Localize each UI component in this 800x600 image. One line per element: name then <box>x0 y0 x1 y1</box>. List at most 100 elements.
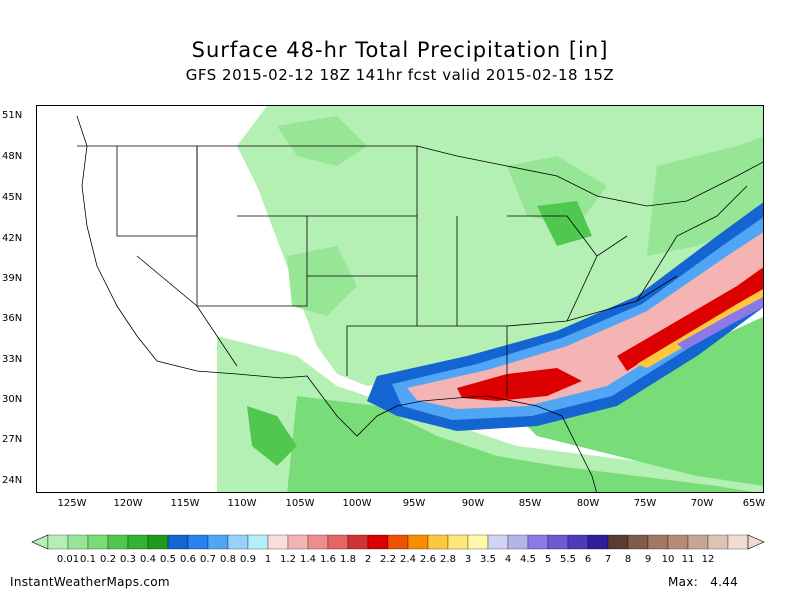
scale-cell <box>667 534 689 550</box>
lon-label-100w: 100W <box>342 498 372 509</box>
scale-cell <box>507 534 529 550</box>
scale-tick-label: 1.2 <box>280 554 296 565</box>
scale-cell <box>607 534 629 550</box>
scale-tick-label: 11 <box>681 554 695 565</box>
scale-tick-label: 0.7 <box>200 554 216 565</box>
scale-cell <box>107 534 129 550</box>
scale-tick-label: 12 <box>701 554 715 565</box>
scale-cell <box>47 534 69 550</box>
max-label: Max: <box>668 575 699 589</box>
map-subtitle: GFS 2015-02-12 18Z 141hr fcst valid 2015… <box>185 66 615 84</box>
scale-cell <box>187 534 209 550</box>
lat-label-27n: 27N <box>2 434 23 445</box>
scale-tick-label: 5.5 <box>560 554 576 565</box>
scale-cell <box>87 534 109 550</box>
scale-tick-label: 0.8 <box>220 554 236 565</box>
scale-tick-label: 9 <box>644 554 652 565</box>
scale-tick-label: 0.3 <box>120 554 136 565</box>
scale-tick-label: 1.4 <box>300 554 316 565</box>
scale-cell <box>167 534 189 550</box>
lon-label-70w: 70W <box>690 498 714 509</box>
scale-cell <box>67 534 89 550</box>
scale-tick-label: 8 <box>624 554 632 565</box>
lon-label-85w: 85W <box>518 498 542 509</box>
scale-tick-label: 6 <box>584 554 592 565</box>
scale-tick-label: 0.9 <box>240 554 256 565</box>
lon-label-105w: 105W <box>285 498 315 509</box>
scale-tick-label: 10 <box>661 554 675 565</box>
scale-tick-label: 1.6 <box>320 554 336 565</box>
scale-cell <box>387 534 409 550</box>
scale-arrow-right <box>747 534 765 550</box>
scale-tick-label: 0.4 <box>140 554 156 565</box>
lon-label-90w: 90W <box>461 498 485 509</box>
scale-cell <box>687 534 709 550</box>
scale-cell <box>367 534 389 550</box>
scale-cell <box>307 534 329 550</box>
scale-tick-label: 2.8 <box>440 554 456 565</box>
lat-label-51n: 51N <box>2 110 23 121</box>
lat-label-42n: 42N <box>2 233 23 244</box>
scale-cell <box>707 534 729 550</box>
scale-cell <box>267 534 289 550</box>
scale-cell <box>467 534 489 550</box>
lon-label-110w: 110W <box>227 498 257 509</box>
scale-cell <box>327 534 349 550</box>
lon-label-65w: 65W <box>742 498 766 509</box>
scale-cell <box>127 534 149 550</box>
lon-label-115w: 115W <box>170 498 200 509</box>
lon-label-120w: 120W <box>113 498 143 509</box>
lat-label-39n: 39N <box>2 273 23 284</box>
scale-tick-label: 4.5 <box>520 554 536 565</box>
scale-cell <box>207 534 229 550</box>
scale-tick-label: 4 <box>504 554 512 565</box>
map-canvas <box>76 106 763 492</box>
scale-cell <box>547 534 569 550</box>
lat-label-33n: 33N <box>2 354 23 365</box>
lon-label-80w: 80W <box>576 498 600 509</box>
scale-tick-label: 1 <box>264 554 272 565</box>
scale-cell <box>727 534 749 550</box>
scale-tick-label: 2.4 <box>400 554 416 565</box>
site-credit: InstantWeatherMaps.com <box>10 575 170 589</box>
lat-label-48n: 48N <box>2 151 23 162</box>
scale-cell <box>627 534 649 550</box>
scale-cell <box>647 534 669 550</box>
precip-heavy-band <box>367 202 763 431</box>
map-title: Surface 48-hr Total Precipitation [in] <box>191 38 609 62</box>
scale-cell <box>587 534 609 550</box>
scale-cell <box>567 534 589 550</box>
scale-tick-label: 7 <box>604 554 612 565</box>
scale-cell <box>247 534 269 550</box>
scale-arrow-left <box>31 534 49 550</box>
scale-cell <box>287 534 309 550</box>
lat-label-36n: 36N <box>2 313 23 324</box>
max-value-readout: Max: 4.44 <box>668 575 738 589</box>
scale-tick-label: 2 <box>364 554 372 565</box>
lat-label-24n: 24N <box>2 475 23 486</box>
scale-tick-label: 0.01 <box>56 554 80 565</box>
scale-cell <box>487 534 509 550</box>
lon-label-75w: 75W <box>633 498 657 509</box>
scale-cell <box>147 534 169 550</box>
scale-tick-label: 1.8 <box>340 554 356 565</box>
precipitation-map <box>36 105 764 493</box>
scale-cell <box>227 534 249 550</box>
lat-label-30n: 30N <box>2 394 23 405</box>
scale-tick-label: 0.1 <box>80 554 96 565</box>
lon-label-125w: 125W <box>57 498 87 509</box>
scale-tick-label: 5 <box>544 554 552 565</box>
scale-tick-label: 2.2 <box>380 554 396 565</box>
scale-cell <box>447 534 469 550</box>
scale-tick-label: 3.5 <box>480 554 496 565</box>
lat-label-45n: 45N <box>2 192 23 203</box>
scale-cell <box>427 534 449 550</box>
precip-light-fields <box>217 106 763 492</box>
color-scale-bar <box>31 534 765 550</box>
lon-label-95w: 95W <box>402 498 426 509</box>
scale-cell <box>527 534 549 550</box>
scale-tick-label: 0.5 <box>160 554 176 565</box>
scale-cell <box>347 534 369 550</box>
scale-tick-label: 3 <box>464 554 472 565</box>
scale-tick-label: 0.2 <box>100 554 116 565</box>
